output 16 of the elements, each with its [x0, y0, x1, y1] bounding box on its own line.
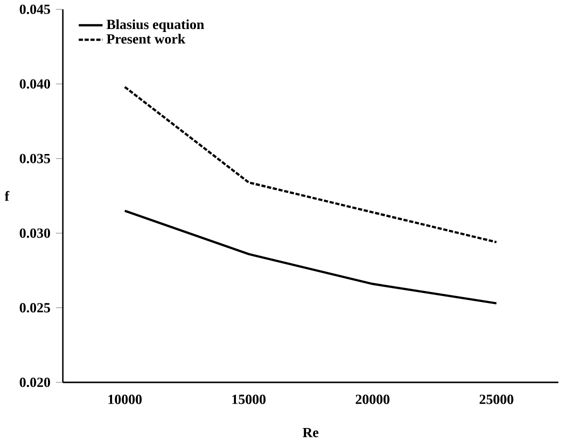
y-tick-label: 0.025 [20, 303, 50, 313]
y-tick-label: 0.035 [20, 154, 50, 164]
line-series [124, 86, 498, 244]
x-tick-label: 25000 [480, 394, 514, 404]
line-series [124, 210, 498, 304]
x-tick-label: 15000 [232, 394, 266, 404]
y-tick-label: 0.030 [20, 228, 50, 238]
x-tick-label: 20000 [356, 394, 390, 404]
y-tick-label: 0.020 [20, 378, 50, 388]
x-tick-label: 10000 [108, 394, 142, 404]
y-tick-label: 0.040 [20, 79, 50, 89]
y-axis-title: f [4, 191, 10, 201]
legend-label: Blasius equation [106, 19, 204, 32]
y-tick-label: 0.045 [20, 4, 50, 14]
legend-label: Present work [106, 34, 186, 44]
x-axis-title: Re [302, 428, 318, 438]
